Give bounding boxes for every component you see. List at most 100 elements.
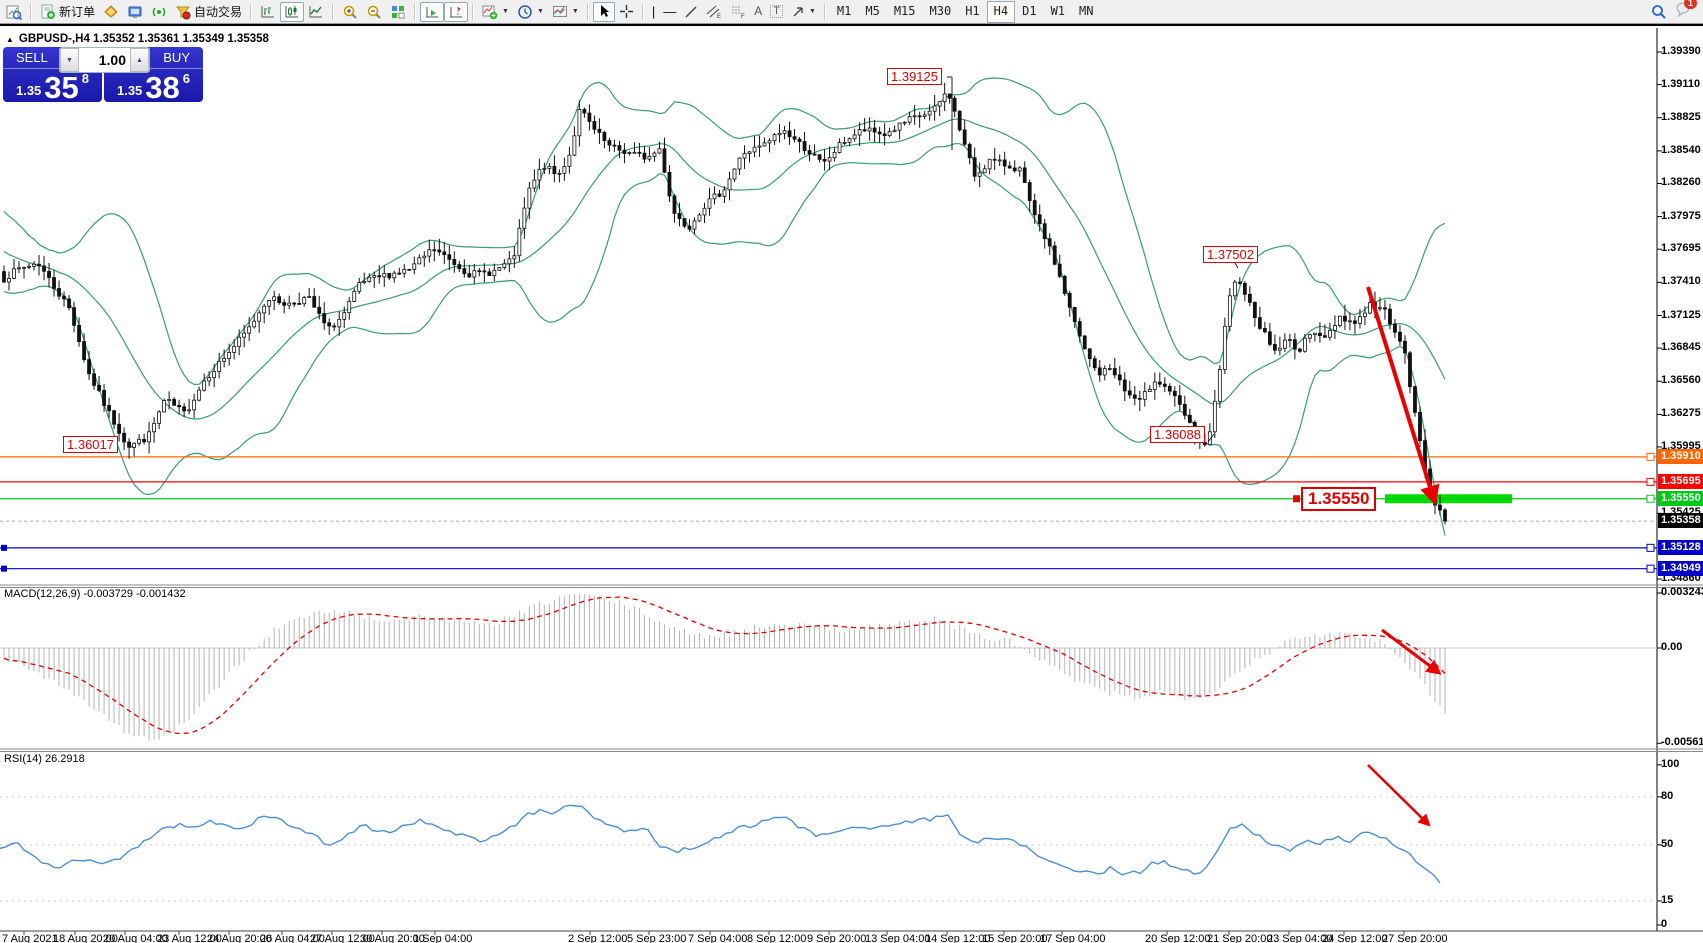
- vertical-line-tool-button[interactable]: |: [648, 2, 659, 22]
- zoom-out-button[interactable]: [362, 2, 386, 22]
- buy-price: 1.35 38 6: [104, 69, 203, 103]
- periods-caret-icon: ▼: [536, 8, 544, 15]
- notifications-button[interactable]: 1: [1675, 0, 1697, 22]
- timeframe-d1[interactable]: D1: [1022, 3, 1037, 18]
- arrows-caret-icon: ▼: [808, 8, 816, 15]
- price-line-label: 1.35358: [1658, 513, 1703, 529]
- toolbar-separator: [823, 3, 826, 20]
- price-line-label: 1.35550: [1658, 490, 1703, 506]
- toolbar-separator: [414, 3, 417, 20]
- chart-title: ▲ GBPUSD-,H4 1.35352 1.35361 1.35349 1.3…: [6, 33, 269, 45]
- price-axis-tick: 1.36275: [1661, 407, 1701, 420]
- price-annotation-tag: 1.36088: [1150, 426, 1205, 443]
- bar-chart-icon: [261, 5, 275, 17]
- support-highlight-band: [1385, 494, 1512, 504]
- templates-caret-icon: ▼: [571, 8, 579, 15]
- metaeditor-button[interactable]: [123, 2, 147, 22]
- time-axis-label: 23 Aug 12:00: [157, 933, 222, 943]
- rsi-axis-tick: 50: [1661, 837, 1674, 850]
- timeframe-m30[interactable]: M30: [929, 3, 952, 18]
- trendline-tool-button[interactable]: [680, 2, 702, 22]
- time-axis-label: 27 Sep 20:00: [1382, 933, 1448, 943]
- rsi-axis-tick: 0: [1661, 918, 1668, 930]
- candlestick-icon: [285, 5, 299, 17]
- horizontal-line-icon: —: [663, 4, 677, 19]
- time-axis-label: 15 Sep 20:00: [982, 933, 1048, 943]
- time-axis-label: 20 Sep 12:00: [1145, 933, 1211, 943]
- metaeditor-icon: [128, 6, 142, 18]
- line-handle: [1646, 452, 1655, 461]
- price-axis-tick: 1.37410: [1661, 275, 1701, 288]
- market-watch-button[interactable]: [99, 2, 123, 22]
- timeframe-h1[interactable]: H1: [965, 3, 980, 18]
- notification-badge: 1: [1683, 0, 1697, 9]
- sell-price-sup: 8: [81, 71, 90, 86]
- price-line-label: 1.35695: [1658, 473, 1703, 489]
- chart-canvas[interactable]: [0, 26, 1703, 943]
- templates-button[interactable]: ▼: [548, 2, 583, 22]
- time-axis-label: 21 Sep 20:00: [1207, 933, 1273, 943]
- timeframe-w1[interactable]: W1: [1050, 3, 1066, 18]
- toolbar-separator: [332, 3, 335, 20]
- sell-price: 1.35 35 8: [3, 69, 102, 103]
- timeframe-m15[interactable]: M15: [893, 3, 916, 18]
- new-chart-button[interactable]: [2, 2, 26, 22]
- horizontal-line-tool-button[interactable]: —: [659, 2, 680, 22]
- sell-label: SELL: [16, 50, 48, 65]
- line-chart-type-button[interactable]: [304, 2, 328, 22]
- toolbar: 新订单 自动交易: [0, 0, 1703, 24]
- time-axis-label: 27 Aug 12:00: [310, 933, 375, 943]
- arrows-tool-button[interactable]: ▼: [787, 2, 820, 22]
- time-axis-label: 24 Sep 12:00: [1322, 933, 1388, 943]
- cursor-tool-button[interactable]: [592, 1, 615, 22]
- volume-increase-button[interactable]: ▲: [130, 48, 149, 72]
- auto-scroll-button[interactable]: [420, 1, 445, 22]
- time-axis-label: 23 Sep 04:00: [1267, 933, 1333, 943]
- signals-button[interactable]: [147, 2, 171, 22]
- signals-icon: [152, 7, 166, 16]
- autotrading-icon: [175, 6, 191, 19]
- toolbar-separator: [30, 3, 32, 20]
- rsi-indicator-label: RSI(14) 26.2918: [3, 753, 86, 765]
- sell-button[interactable]: SELL 1.35 35 8: [3, 47, 102, 103]
- line-chart-icon: [309, 5, 323, 17]
- volume-input[interactable]: [79, 48, 130, 72]
- periods-button[interactable]: ▼: [513, 2, 548, 22]
- time-axis-label: 18 Aug 20:00: [53, 933, 118, 943]
- time-axis-label: 9 Sep 20:00: [807, 933, 867, 943]
- time-axis-label: 5 Sep 23:00: [627, 933, 687, 943]
- trendline-icon: [685, 5, 697, 18]
- chart-shift-button[interactable]: [444, 1, 469, 22]
- vertical-line-icon: |: [651, 4, 656, 19]
- indicators-button[interactable]: ▼: [478, 2, 513, 22]
- tile-windows-button[interactable]: [386, 2, 410, 22]
- volume-decrease-button[interactable]: ▼: [60, 48, 79, 72]
- templates-icon: [552, 5, 567, 17]
- candlestick-type-button[interactable]: [280, 1, 305, 22]
- crosshair-tool-button[interactable]: [615, 2, 638, 22]
- time-axis-label: 7 Aug 2021: [2, 933, 58, 943]
- macd-indicator-label: MACD(12,26,9) -0.003729 -0.001432: [3, 588, 187, 600]
- text-label-tool-button[interactable]: T: [766, 2, 787, 22]
- tile-windows-icon: [392, 5, 405, 18]
- fibonacci-tool-button[interactable]: F: [726, 2, 750, 22]
- search-icon[interactable]: [1651, 4, 1667, 20]
- timeframe-m5[interactable]: M5: [865, 3, 880, 18]
- cursor-icon: [600, 5, 609, 17]
- timeframe-m1[interactable]: M1: [836, 3, 852, 18]
- channel-tool-button[interactable]: E: [702, 2, 726, 22]
- timeframe-mn[interactable]: MN: [1079, 3, 1094, 18]
- line-handle: [1646, 477, 1655, 486]
- collapse-panel-icon[interactable]: ▲: [6, 34, 14, 44]
- price-axis-tick: 1.39110: [1661, 77, 1701, 90]
- bar-chart-type-button[interactable]: [256, 2, 280, 22]
- zoom-in-button[interactable]: [338, 2, 362, 22]
- sell-price-big: 35: [44, 69, 79, 105]
- price-axis-tick: 1.36845: [1661, 341, 1701, 354]
- autotrading-button[interactable]: 自动交易: [171, 2, 246, 22]
- timeframe-h4[interactable]: H4: [986, 0, 1016, 23]
- new-order-button[interactable]: 新订单: [36, 2, 99, 22]
- zoom-out-icon: [367, 5, 381, 19]
- text-tool-button[interactable]: A: [750, 2, 766, 22]
